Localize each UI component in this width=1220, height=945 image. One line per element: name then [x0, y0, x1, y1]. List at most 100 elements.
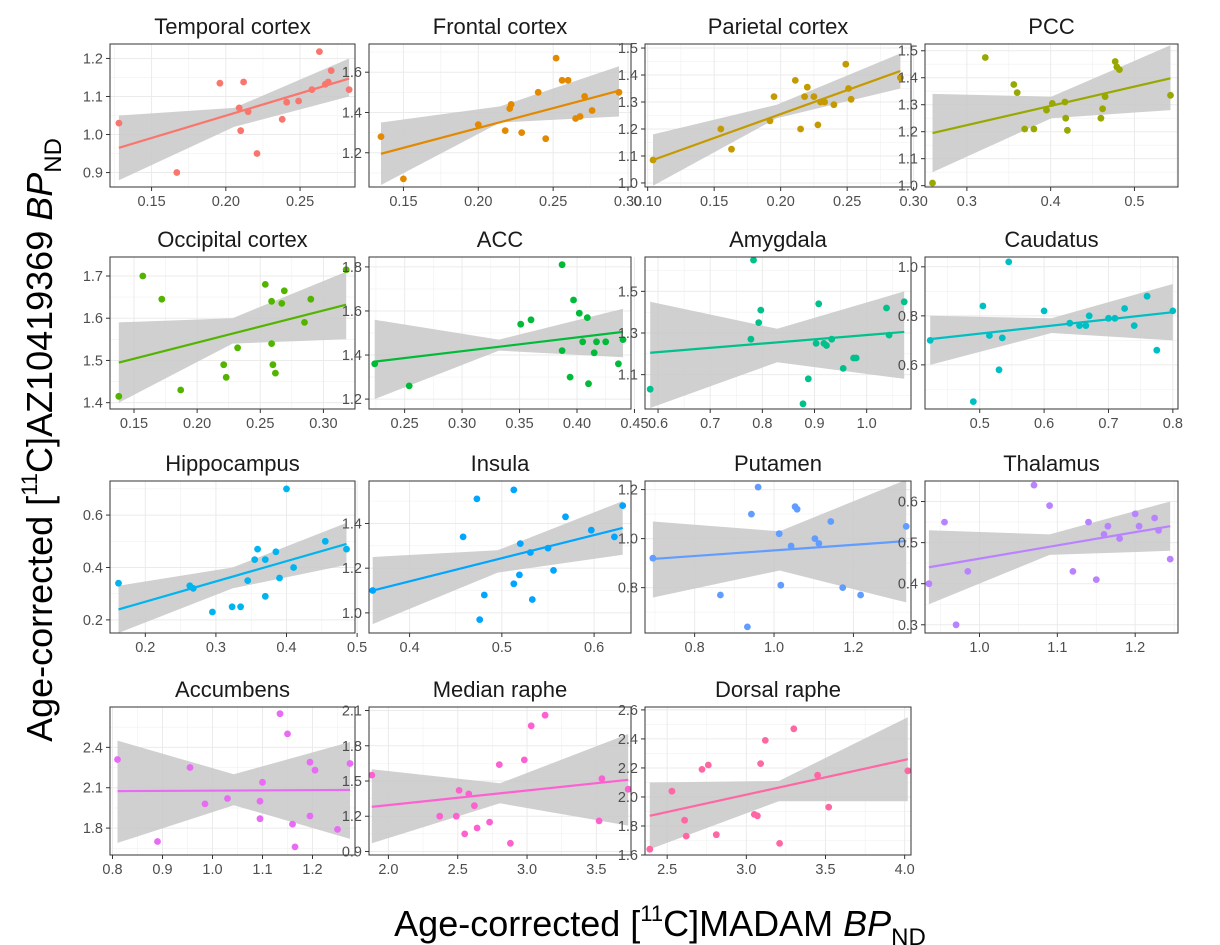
data-point	[1062, 114, 1070, 122]
data-point	[1167, 91, 1174, 99]
data-point	[583, 314, 591, 321]
data-point	[728, 145, 735, 153]
data-point	[811, 535, 819, 542]
regression-line	[118, 303, 347, 364]
regression-line	[652, 69, 901, 162]
data-point	[541, 711, 549, 719]
scatter-panel: 0.8 0.9 1.0 1.1 1.2 1.8 2.1 2.4 Accumbens	[83, 677, 356, 878]
data-point	[1155, 526, 1162, 534]
x-tick-label: 0.30	[900, 194, 928, 210]
data-point	[595, 817, 603, 825]
data-point	[244, 577, 252, 584]
data-point	[1085, 312, 1093, 320]
data-point	[343, 545, 350, 553]
data-point	[517, 320, 525, 328]
data-point	[269, 361, 277, 369]
y-tick-label: 1.2	[83, 51, 103, 67]
y-tick-label: 1.3	[618, 95, 638, 111]
data-point	[698, 766, 706, 773]
x-tick-label: 1.0	[764, 640, 784, 656]
data-point	[649, 554, 657, 562]
y-tick-label: 1.2	[618, 483, 638, 499]
panel-border	[644, 480, 912, 634]
y-tick-label: 1.6	[342, 304, 362, 320]
data-point	[852, 354, 860, 362]
regression-line	[650, 330, 905, 354]
data-point	[744, 623, 751, 631]
data-point	[1013, 89, 1021, 96]
data-point	[588, 107, 596, 114]
x-tick-label: 1.1	[1047, 640, 1067, 656]
x-tick-label: 0.20	[464, 194, 492, 210]
data-point	[544, 544, 552, 552]
data-point	[770, 93, 778, 100]
data-point	[507, 839, 514, 847]
data-point	[804, 375, 812, 383]
y-tick-label: 1.0	[898, 179, 918, 195]
y-tick-label: 0.5	[898, 536, 918, 552]
data-point	[885, 331, 893, 339]
data-point	[842, 60, 850, 68]
data-point	[1005, 258, 1013, 266]
data-point	[1169, 307, 1177, 315]
confidence-band	[371, 734, 629, 844]
panel-title: Insula	[471, 451, 530, 476]
data-point	[235, 104, 243, 112]
x-tick-label: 0.20	[183, 416, 211, 432]
panel-border	[924, 480, 1179, 634]
data-point	[527, 549, 534, 556]
y-tick-label: 1.2	[342, 146, 362, 162]
panel-title: Median raphe	[433, 677, 568, 702]
data-point	[1105, 314, 1112, 322]
scatter-panel: 0.10 0.15 0.20 0.25 0.301.01.11.21.31.41.5Pa…	[618, 14, 928, 210]
data-point	[904, 767, 912, 775]
y-tick-label: 1.5	[898, 44, 918, 60]
data-point	[1030, 125, 1038, 133]
y-tick-label: 1.5	[618, 41, 638, 57]
data-point	[1010, 81, 1018, 88]
y-tick-label: 1.8	[342, 739, 362, 755]
x-tick-label: 3.5	[586, 862, 606, 878]
data-point	[234, 344, 242, 352]
scatter-panel: 0.4 0.5 0.6 1.0 1.2 1.4 Insula	[342, 451, 632, 656]
data-point	[791, 77, 799, 84]
y-tick-label: 0.8	[898, 309, 918, 325]
data-point	[189, 585, 197, 592]
data-point	[306, 758, 314, 766]
data-point	[1116, 66, 1123, 73]
data-point	[830, 101, 838, 109]
data-point	[747, 335, 755, 343]
panel-title: Parietal cortex	[708, 14, 849, 39]
scatter-panel: 0.3 0.4 0.5 1.0 1.1 1.2 1.3 1.4 1.5 PCC	[898, 14, 1179, 210]
panel-title: Dorsal raphe	[715, 677, 841, 702]
scatter-panel: 0.6 0.7 0.8 0.9 1.0 1.1 1.3 1.5 Amygdala	[618, 227, 912, 432]
data-point	[346, 760, 354, 767]
data-point	[371, 360, 379, 368]
data-point	[368, 771, 376, 779]
x-tick-label: 1.0	[857, 416, 877, 432]
data-point	[1048, 100, 1056, 107]
data-point	[969, 398, 977, 405]
data-point	[825, 803, 833, 811]
data-point	[480, 591, 488, 599]
data-point	[682, 832, 690, 840]
data-point	[704, 761, 712, 769]
panel-border	[368, 480, 632, 634]
data-point	[748, 510, 755, 518]
confidence-band	[118, 271, 347, 403]
y-tick-label: 2.4	[618, 732, 638, 748]
x-tick-label: 0.6	[648, 416, 668, 432]
data-point	[587, 526, 595, 534]
data-point	[154, 838, 161, 845]
regression-line	[649, 758, 909, 817]
data-point	[1135, 522, 1143, 530]
data-point	[473, 495, 481, 503]
data-point	[327, 67, 335, 74]
y-tick-label: 1.3	[898, 98, 918, 114]
data-point	[291, 843, 299, 851]
data-point	[283, 485, 290, 493]
data-point	[575, 309, 583, 317]
data-point	[717, 125, 725, 133]
regression-line	[930, 311, 1173, 341]
x-tick-label: 0.4	[276, 640, 296, 656]
